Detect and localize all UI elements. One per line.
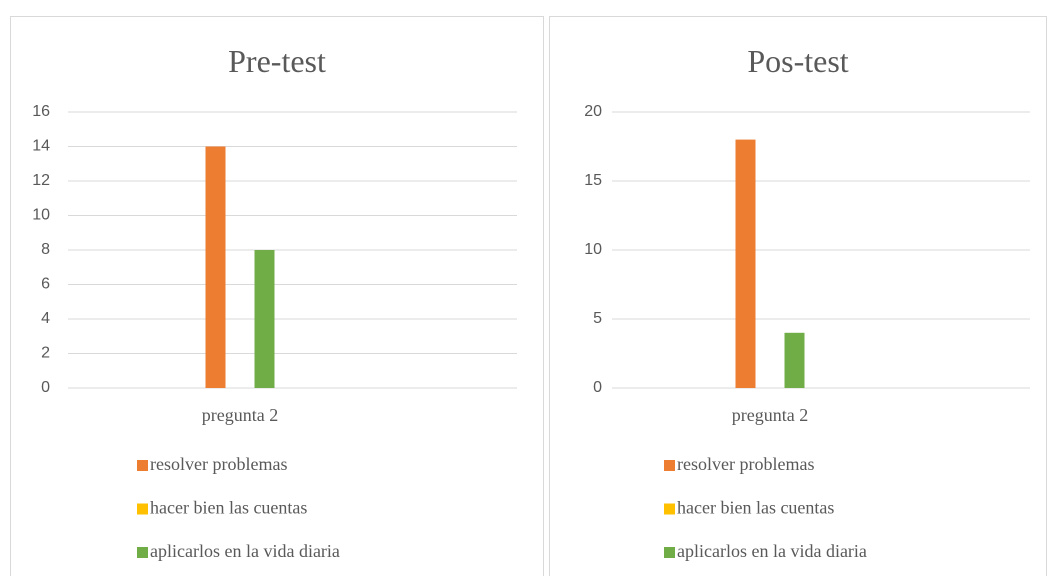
legend-swatch [137,547,148,558]
chart-frame [549,16,1047,576]
y-tick-label: 0 [41,379,50,396]
y-tick-label: 10 [32,207,50,224]
bar [735,139,756,388]
y-tick-label: 5 [593,310,602,327]
legend-swatch [137,460,148,471]
legend-label: hacer bien las cuentas [150,498,307,518]
chart-title: Pre-test [228,43,326,79]
legend-label: resolver problemas [677,454,814,474]
bar [784,332,805,388]
chart-title: Pos-test [747,43,848,79]
y-tick-label: 2 [41,345,50,362]
chart-frame [10,16,544,576]
legend-swatch [664,460,675,471]
legend-swatch [137,503,148,515]
legend-swatch [664,503,675,515]
legend-swatch [664,547,675,558]
x-tick-label: pregunta 2 [732,405,808,425]
legend-label: resolver problemas [150,454,287,474]
legend-label: aplicarlos en la vida diaria [150,541,340,561]
y-tick-label: 12 [32,172,50,189]
y-tick-label: 10 [584,241,602,258]
y-tick-label: 20 [584,103,602,120]
y-tick-label: 15 [584,172,602,189]
y-tick-label: 6 [41,276,50,293]
legend-label: aplicarlos en la vida diaria [677,541,867,561]
y-tick-label: 16 [32,103,50,120]
bar [254,250,275,388]
y-tick-label: 4 [41,310,50,327]
y-tick-label: 0 [593,379,602,396]
bar [205,146,226,388]
legend-label: hacer bien las cuentas [677,498,834,518]
x-tick-label: pregunta 2 [202,405,278,425]
y-tick-label: 14 [32,138,50,155]
y-tick-label: 8 [41,241,50,258]
